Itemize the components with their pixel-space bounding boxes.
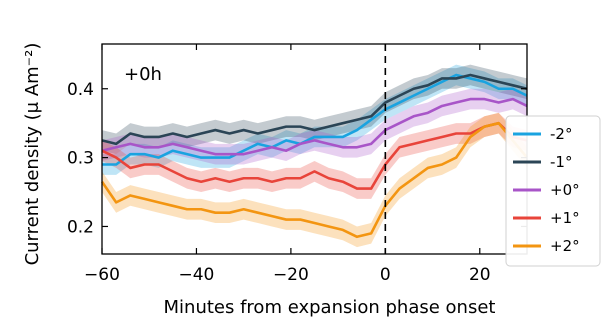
time-offset-annotation: +0h [124, 64, 162, 85]
legend-box [505, 115, 601, 267]
legend: -2° -1° +0° +1° +2° [505, 115, 601, 267]
x-axis-label: Minutes from expansion phase onset [164, 297, 496, 318]
y-tick-label: 0.2 [67, 217, 94, 237]
legend-label: +0° [550, 181, 580, 199]
line-series-2 [101, 97, 528, 156]
y-tick-label: 0.4 [67, 80, 94, 100]
band-series-3 [102, 112, 527, 199]
x-tick-label: −40 [178, 265, 214, 285]
x-tick-label: −20 [273, 265, 309, 285]
band-series-4 [102, 112, 527, 248]
line-series-1 [101, 73, 528, 146]
y-axis: 0.2 0.3 0.4 [67, 80, 527, 237]
x-tick-label: 0 [380, 265, 391, 285]
legend-label: +1° [550, 209, 580, 227]
line-series-0 [102, 73, 528, 166]
legend-label: +2° [550, 237, 580, 255]
x-axis: −60 −40 −20 0 20 [84, 44, 491, 285]
series-lines [100, 73, 529, 239]
legend-label: -2° [550, 125, 572, 143]
confidence-bands [102, 64, 527, 248]
x-tick-label: 20 [469, 265, 491, 285]
band-series-2 [102, 88, 527, 165]
legend-label: -1° [550, 153, 572, 171]
x-tick-label: −60 [84, 265, 120, 285]
line-series-3 [101, 121, 528, 190]
line-series-4 [100, 121, 529, 239]
y-tick-label: 0.3 [67, 149, 94, 169]
y-axis-label: Current density (μ Am⁻²) [22, 43, 43, 266]
